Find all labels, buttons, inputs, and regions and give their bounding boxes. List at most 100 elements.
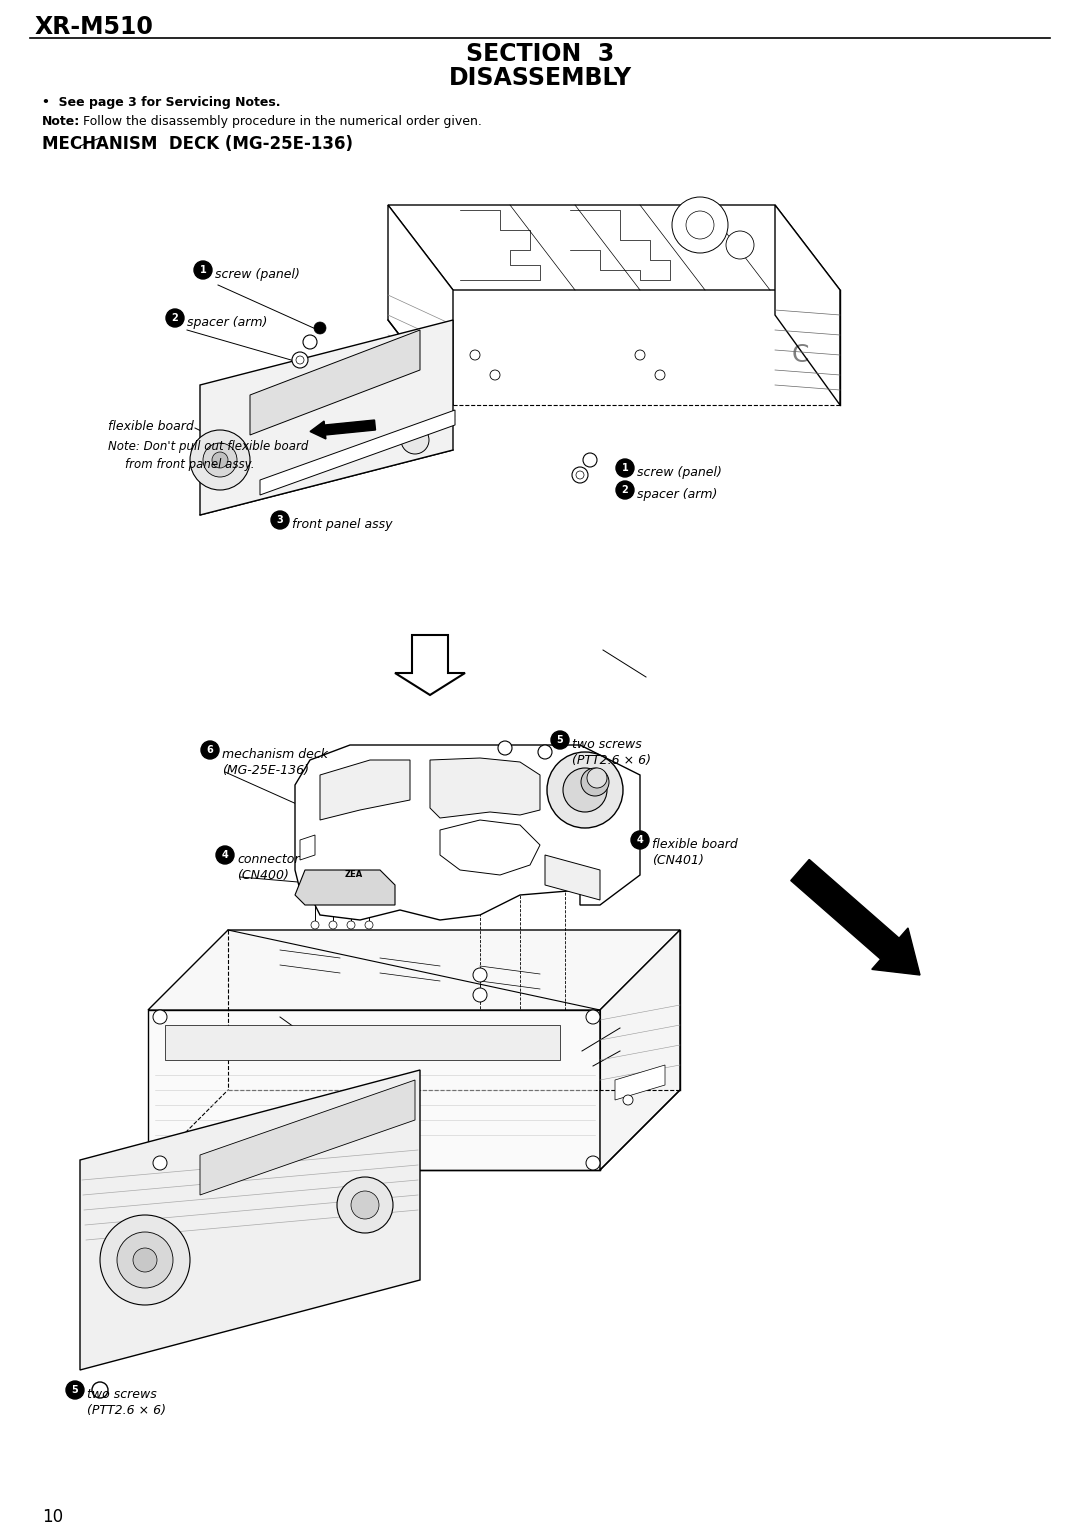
Circle shape [686,211,714,238]
Polygon shape [545,856,600,900]
Text: 4: 4 [636,834,644,845]
Text: connector: connector [237,853,299,866]
Circle shape [401,426,429,454]
Text: SECTION  3: SECTION 3 [465,41,615,66]
Text: Note: Don't pull out flexible board: Note: Don't pull out flexible board [108,440,309,452]
Circle shape [337,1177,393,1233]
Text: Note:: Note: [42,115,80,128]
Polygon shape [200,319,453,515]
Circle shape [490,370,500,380]
Polygon shape [165,1025,561,1060]
Circle shape [329,921,337,929]
Text: 2: 2 [172,313,178,322]
Circle shape [66,1381,84,1400]
Text: screw (panel): screw (panel) [637,466,721,478]
Circle shape [581,769,609,796]
Text: Follow the disassembly procedure in the numerical order given.: Follow the disassembly procedure in the … [79,115,482,128]
Circle shape [153,1157,167,1170]
Polygon shape [295,746,640,920]
Text: 6: 6 [206,746,214,755]
Text: XR-M510: XR-M510 [35,15,153,40]
Polygon shape [440,821,540,876]
Circle shape [347,921,355,929]
Text: 1: 1 [622,463,629,474]
Circle shape [365,921,373,929]
Text: •  See page 3 for Servicing Notes.: • See page 3 for Servicing Notes. [42,96,281,108]
Text: 1: 1 [200,264,206,275]
Circle shape [201,741,219,759]
Text: MECHANISM  DECK (MG-25E-136): MECHANISM DECK (MG-25E-136) [42,134,353,153]
Circle shape [203,443,237,477]
Text: front panel assy: front panel assy [292,518,392,532]
Circle shape [100,1215,190,1305]
Text: ZEA: ZEA [345,869,363,879]
Text: 5: 5 [71,1384,79,1395]
Circle shape [92,1381,108,1398]
Circle shape [271,510,289,529]
Circle shape [470,350,480,361]
Circle shape [572,468,588,483]
Circle shape [212,452,228,468]
Circle shape [586,1010,600,1024]
Polygon shape [148,931,680,1010]
Text: 10: 10 [42,1508,63,1526]
Circle shape [726,231,754,260]
Circle shape [194,261,212,280]
Polygon shape [148,1010,600,1170]
Circle shape [117,1232,173,1288]
Circle shape [586,1157,600,1170]
FancyArrow shape [791,859,920,975]
Circle shape [190,429,249,490]
Text: screw (panel): screw (panel) [215,267,300,281]
Circle shape [654,370,665,380]
Circle shape [672,197,728,254]
Circle shape [588,769,607,788]
Circle shape [292,351,308,368]
Circle shape [133,1248,157,1271]
Text: two screws: two screws [572,738,642,750]
Circle shape [631,831,649,850]
Text: DISASSEMBLY: DISASSEMBLY [448,66,632,90]
Text: 2: 2 [622,484,629,495]
Circle shape [216,847,234,863]
Circle shape [563,769,607,811]
Circle shape [583,452,597,468]
Circle shape [153,1010,167,1024]
Circle shape [473,969,487,983]
Polygon shape [295,869,395,905]
Polygon shape [388,205,840,290]
Circle shape [551,730,569,749]
Text: (PTT2.6 × 6): (PTT2.6 × 6) [572,753,651,767]
Circle shape [616,458,634,477]
FancyArrow shape [310,420,376,439]
Circle shape [616,481,634,500]
Text: 3: 3 [276,515,283,526]
Polygon shape [249,330,420,435]
Text: 4: 4 [221,850,228,860]
Circle shape [498,741,512,755]
Circle shape [311,921,319,929]
Circle shape [296,356,303,364]
Polygon shape [775,205,840,405]
Text: (CN401): (CN401) [652,854,704,866]
Polygon shape [600,931,680,1170]
Polygon shape [80,1070,420,1371]
Polygon shape [320,759,410,821]
Text: mechanism deck: mechanism deck [222,749,328,761]
Text: from front panel assy.: from front panel assy. [125,458,255,471]
Text: 5: 5 [556,735,564,746]
Circle shape [473,989,487,1002]
Circle shape [303,335,318,348]
Text: two screws: two screws [87,1387,157,1401]
Text: (MG-25E-136): (MG-25E-136) [222,764,309,778]
Circle shape [635,350,645,361]
Text: (PTT2.6 × 6): (PTT2.6 × 6) [87,1404,166,1416]
Text: spacer (arm): spacer (arm) [187,316,268,329]
Polygon shape [260,410,455,495]
Circle shape [576,471,584,478]
Text: C: C [792,342,809,367]
Circle shape [623,1096,633,1105]
Polygon shape [430,758,540,817]
Circle shape [538,746,552,759]
Polygon shape [200,1080,415,1195]
